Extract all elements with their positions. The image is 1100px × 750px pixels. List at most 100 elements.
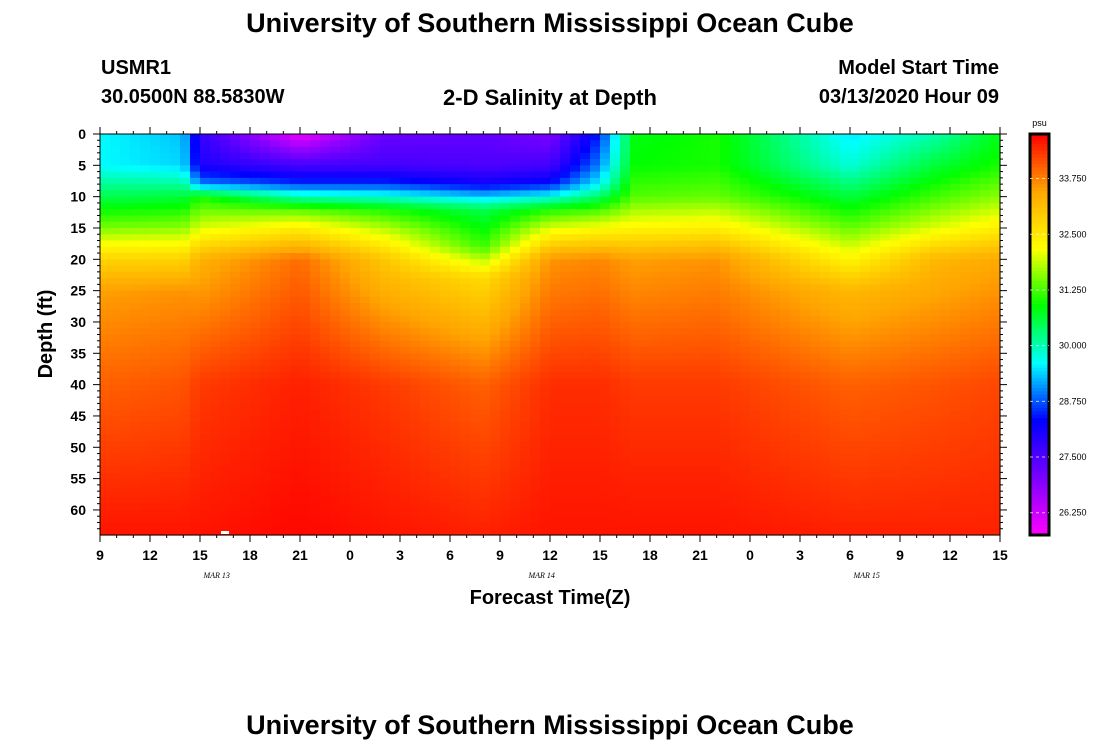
heatmap-cell bbox=[850, 165, 861, 173]
heatmap-cell bbox=[570, 334, 581, 342]
heatmap-cell bbox=[130, 184, 141, 191]
heatmap-cell bbox=[510, 359, 521, 367]
heatmap-cell bbox=[850, 472, 861, 480]
heatmap-cell bbox=[480, 271, 491, 279]
heatmap-cell bbox=[460, 422, 471, 430]
heatmap-cell bbox=[370, 315, 381, 323]
heatmap-cell bbox=[210, 434, 221, 442]
heatmap-cell bbox=[310, 415, 321, 423]
heatmap-cell bbox=[310, 234, 321, 242]
heatmap-cell bbox=[220, 321, 231, 329]
heatmap-cell bbox=[540, 159, 551, 166]
heatmap-cell bbox=[350, 221, 361, 229]
heatmap-cell bbox=[170, 171, 181, 179]
heatmap-cell bbox=[320, 321, 331, 329]
heatmap-cell bbox=[660, 202, 671, 210]
heatmap-cell bbox=[610, 353, 621, 361]
heatmap-cell bbox=[670, 284, 681, 292]
heatmap-cell bbox=[210, 221, 221, 229]
heatmap-cell bbox=[560, 259, 571, 267]
heatmap-cell bbox=[160, 284, 171, 292]
heatmap-cell bbox=[310, 409, 321, 417]
heatmap-cell bbox=[280, 365, 291, 373]
heatmap-cell bbox=[550, 309, 561, 317]
heatmap-cell bbox=[780, 271, 791, 279]
heatmap-cell bbox=[320, 177, 331, 185]
heatmap-cell bbox=[370, 372, 381, 379]
heatmap-cell bbox=[470, 334, 481, 342]
heatmap-cell bbox=[350, 484, 361, 492]
heatmap-cell bbox=[810, 522, 821, 530]
heatmap-cell bbox=[190, 484, 201, 492]
heatmap-cell bbox=[190, 177, 201, 185]
heatmap-cell bbox=[160, 159, 171, 166]
heatmap-cell bbox=[810, 271, 821, 279]
heatmap-cell bbox=[160, 184, 171, 191]
heatmap-cell bbox=[320, 509, 331, 517]
heatmap-cell bbox=[860, 441, 871, 448]
heatmap-cell bbox=[650, 290, 661, 298]
heatmap-cell bbox=[270, 484, 281, 492]
heatmap-cell bbox=[330, 522, 341, 530]
heatmap-cell bbox=[190, 202, 201, 210]
heatmap-cell bbox=[420, 472, 431, 480]
heatmap-cell bbox=[830, 390, 841, 398]
heatmap-cell bbox=[610, 340, 621, 348]
heatmap-cell bbox=[370, 347, 381, 354]
heatmap-cell bbox=[870, 334, 881, 342]
heatmap-cell bbox=[620, 321, 631, 329]
heatmap-cell bbox=[820, 215, 831, 223]
heatmap-cell bbox=[180, 434, 191, 442]
heatmap-cell bbox=[650, 259, 661, 267]
heatmap-cell bbox=[470, 434, 481, 442]
heatmap-cell bbox=[470, 415, 481, 423]
heatmap-cell bbox=[840, 491, 851, 499]
heatmap-cell bbox=[540, 403, 551, 411]
heatmap-cell bbox=[100, 202, 111, 210]
heatmap-cell bbox=[400, 459, 411, 467]
heatmap-cell bbox=[660, 303, 671, 311]
heatmap-cell bbox=[170, 152, 181, 160]
heatmap-cell bbox=[700, 491, 711, 499]
heatmap-cell bbox=[690, 415, 701, 423]
heatmap-cell bbox=[520, 390, 531, 398]
heatmap-cell bbox=[140, 484, 151, 492]
heatmap-cell bbox=[750, 227, 761, 235]
heatmap-cell bbox=[180, 415, 191, 423]
heatmap-cell bbox=[170, 365, 181, 373]
heatmap-cell bbox=[320, 359, 331, 367]
heatmap-cell bbox=[340, 184, 351, 191]
heatmap-cell bbox=[250, 347, 261, 354]
heatmap-cell bbox=[170, 447, 181, 455]
heatmap-cell bbox=[130, 509, 141, 517]
heatmap-cell bbox=[240, 159, 251, 166]
heatmap-cell bbox=[790, 484, 801, 492]
heatmap-cell bbox=[310, 215, 321, 223]
heatmap-cell bbox=[230, 334, 241, 342]
heatmap-cell bbox=[210, 422, 221, 430]
heatmap-cell bbox=[330, 240, 341, 248]
heatmap-cell bbox=[200, 271, 211, 279]
heatmap-cell bbox=[170, 159, 181, 166]
heatmap-cell bbox=[840, 271, 851, 279]
heatmap-cell bbox=[340, 372, 351, 379]
heatmap-cell bbox=[220, 284, 231, 292]
heatmap-cell bbox=[150, 240, 161, 248]
heatmap-cell bbox=[750, 278, 761, 285]
heatmap-cell bbox=[430, 403, 441, 411]
heatmap-cell bbox=[160, 453, 171, 461]
heatmap-cell bbox=[130, 365, 141, 373]
heatmap-cell bbox=[430, 171, 441, 179]
heatmap-cell bbox=[350, 253, 361, 260]
heatmap-cell bbox=[270, 240, 281, 248]
heatmap-cell bbox=[710, 478, 721, 486]
heatmap-cell bbox=[470, 372, 481, 379]
heatmap-cell bbox=[200, 146, 211, 154]
heatmap-cell bbox=[220, 484, 231, 492]
heatmap-cell bbox=[150, 321, 161, 329]
heatmap-cell bbox=[860, 447, 871, 455]
heatmap-cell bbox=[480, 215, 491, 223]
heatmap-cell bbox=[350, 372, 361, 379]
heatmap-cell bbox=[100, 415, 111, 423]
heatmap-cell bbox=[490, 265, 501, 273]
